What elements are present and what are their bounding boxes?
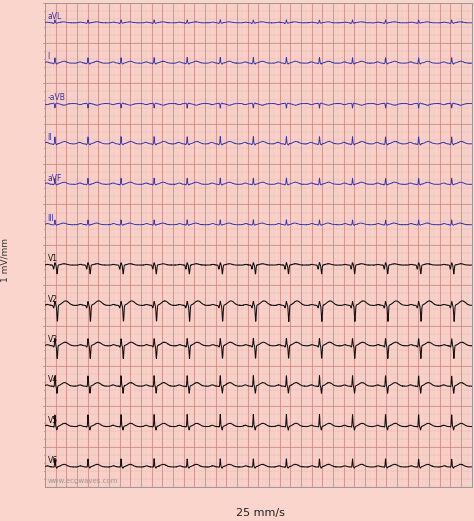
Text: V3: V3 (48, 335, 58, 344)
Text: V1: V1 (48, 254, 58, 263)
Text: 1 mV/mm: 1 mV/mm (0, 239, 9, 282)
Text: V2: V2 (48, 295, 58, 304)
Text: www.ecgwaves.com: www.ecgwaves.com (48, 478, 118, 484)
Text: -aVB: -aVB (48, 93, 65, 102)
Text: I: I (48, 53, 50, 61)
Text: 25 mm/s: 25 mm/s (236, 508, 285, 518)
Text: aVL: aVL (48, 12, 62, 21)
Text: V4: V4 (48, 376, 58, 384)
Text: III: III (48, 214, 55, 223)
Text: II: II (48, 133, 52, 142)
Text: aVF: aVF (48, 173, 62, 182)
Text: V5: V5 (48, 416, 58, 425)
Text: V6: V6 (48, 456, 58, 465)
